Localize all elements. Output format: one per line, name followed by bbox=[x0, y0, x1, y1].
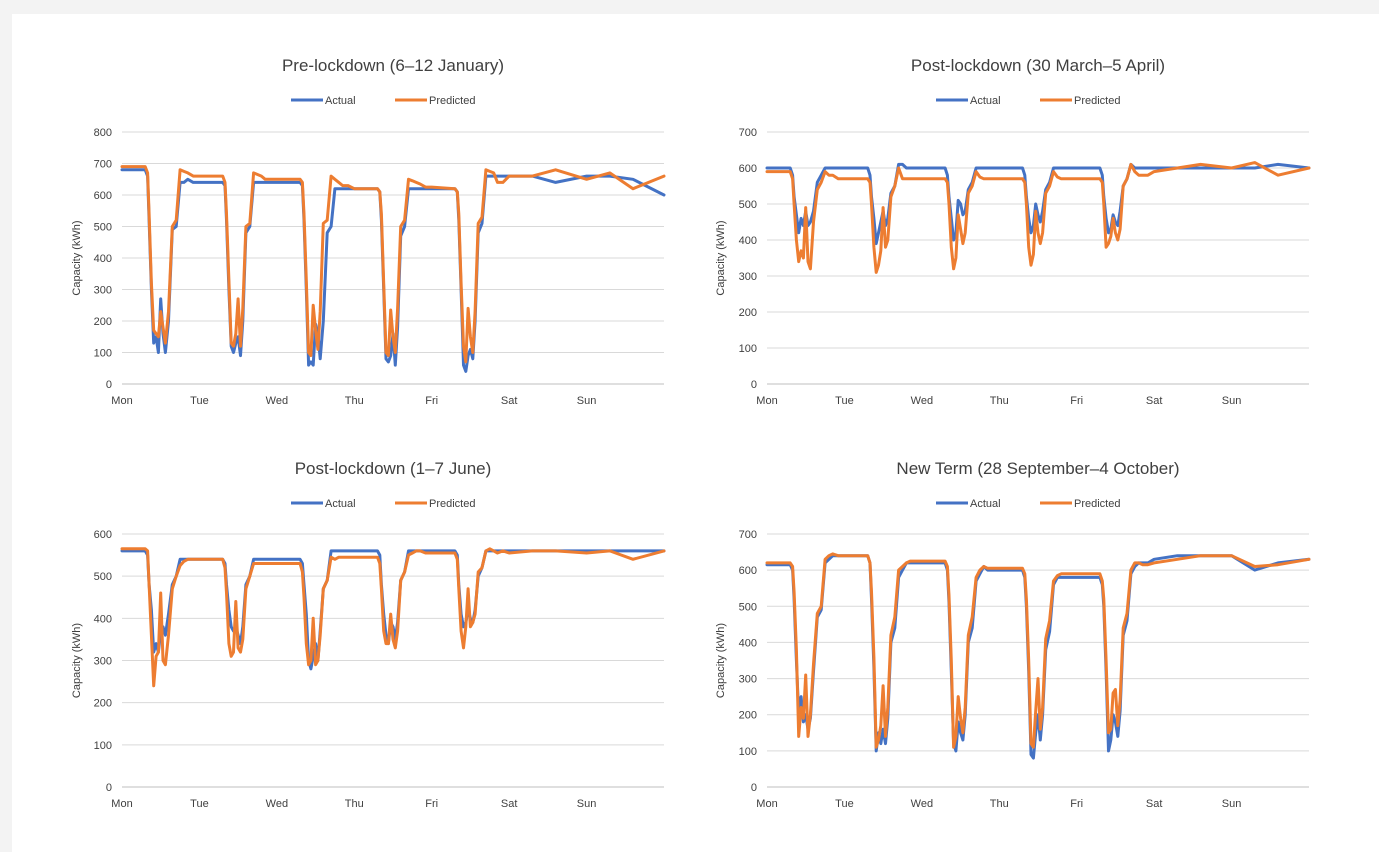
legend-label-predicted: Predicted bbox=[1074, 498, 1120, 510]
y-tick-label: 0 bbox=[106, 379, 112, 391]
series-line-actual bbox=[120, 168, 666, 373]
y-axis-label: Capacity (kWh) bbox=[71, 623, 83, 698]
x-tick-label-tue: Tue bbox=[835, 798, 854, 810]
x-tick-label-sun: Sun bbox=[1222, 798, 1242, 810]
chart-2: Post-lockdown (30 March–5 April) Actual Pr… bbox=[715, 56, 1311, 407]
legend-label-actual: Actual bbox=[970, 498, 1001, 510]
y-tick-label: 700 bbox=[94, 159, 112, 171]
figure-page: Pre-lockdown (6–12 January) Actual Predict… bbox=[12, 14, 1379, 852]
x-tick-label-wed: Wed bbox=[911, 395, 933, 407]
y-tick-label: 500 bbox=[94, 222, 112, 234]
chart-title: New Term (28 September–4 October) bbox=[896, 459, 1179, 478]
chart-3: Post-lockdown (1–7 June) Actual Predicted 0… bbox=[71, 459, 666, 810]
x-tick-label-tue: Tue bbox=[190, 798, 209, 810]
x-tick-label-tue: Tue bbox=[835, 395, 854, 407]
legend-label-actual: Actual bbox=[325, 498, 356, 510]
y-tick-label: 200 bbox=[94, 316, 112, 328]
y-tick-label: 400 bbox=[94, 613, 112, 625]
y-tick-label: 400 bbox=[739, 637, 757, 649]
y-axis-label: Capacity (kWh) bbox=[715, 220, 727, 295]
y-tick-label: 100 bbox=[739, 343, 757, 355]
series-line-predicted bbox=[120, 165, 666, 364]
y-tick-label: 500 bbox=[739, 199, 757, 211]
x-tick-label-mon: Mon bbox=[756, 395, 777, 407]
x-tick-label-thu: Thu bbox=[345, 798, 364, 810]
y-tick-label: 400 bbox=[94, 253, 112, 265]
y-tick-label: 100 bbox=[94, 740, 112, 752]
y-tick-label: 600 bbox=[739, 163, 757, 175]
series-line-predicted bbox=[120, 547, 666, 688]
series-line-actual bbox=[765, 554, 1311, 760]
legend: Actual Predicted bbox=[291, 95, 475, 107]
y-tick-label: 100 bbox=[739, 746, 757, 758]
x-tick-label-mon: Mon bbox=[111, 395, 132, 407]
x-tick-label-mon: Mon bbox=[111, 798, 132, 810]
y-tick-label: 200 bbox=[739, 710, 757, 722]
y-tick-label: 300 bbox=[739, 674, 757, 686]
x-tick-label-sun: Sun bbox=[577, 798, 597, 810]
chart-title: Post-lockdown (1–7 June) bbox=[295, 459, 492, 478]
y-tick-label: 0 bbox=[751, 782, 757, 794]
legend-label-predicted: Predicted bbox=[429, 498, 475, 510]
x-tick-label-sun: Sun bbox=[577, 395, 597, 407]
y-tick-label: 300 bbox=[94, 285, 112, 297]
y-tick-label: 100 bbox=[94, 348, 112, 360]
series-line-actual bbox=[120, 549, 666, 671]
x-tick-label-sat: Sat bbox=[1146, 798, 1163, 810]
x-tick-label-thu: Thu bbox=[990, 798, 1009, 810]
chart-title: Pre-lockdown (6–12 January) bbox=[282, 56, 504, 75]
x-tick-label-tue: Tue bbox=[190, 395, 209, 407]
y-tick-label: 300 bbox=[739, 271, 757, 283]
y-tick-label: 200 bbox=[94, 698, 112, 710]
x-tick-label-sat: Sat bbox=[1146, 395, 1163, 407]
legend-label-predicted: Predicted bbox=[429, 95, 475, 107]
y-tick-label: 500 bbox=[739, 601, 757, 613]
legend: Actual Predicted bbox=[936, 498, 1120, 510]
y-tick-label: 600 bbox=[739, 565, 757, 577]
x-tick-label-sun: Sun bbox=[1222, 395, 1242, 407]
x-tick-label-thu: Thu bbox=[345, 395, 364, 407]
x-tick-label-sat: Sat bbox=[501, 395, 518, 407]
legend-label-predicted: Predicted bbox=[1074, 95, 1120, 107]
y-axis-label: Capacity (kWh) bbox=[71, 220, 83, 295]
chart-title: Post-lockdown (30 March–5 April) bbox=[911, 56, 1165, 75]
y-tick-label: 400 bbox=[739, 235, 757, 247]
y-tick-label: 600 bbox=[94, 529, 112, 541]
legend: Actual Predicted bbox=[291, 498, 475, 510]
y-tick-label: 700 bbox=[739, 127, 757, 139]
x-tick-label-wed: Wed bbox=[266, 395, 288, 407]
legend: Actual Predicted bbox=[936, 95, 1120, 107]
y-tick-label: 0 bbox=[751, 379, 757, 391]
x-tick-label-sat: Sat bbox=[501, 798, 518, 810]
legend-label-actual: Actual bbox=[325, 95, 356, 107]
x-tick-label-fri: Fri bbox=[425, 798, 438, 810]
y-axis-label: Capacity (kWh) bbox=[715, 623, 727, 698]
x-tick-label-mon: Mon bbox=[756, 798, 777, 810]
y-tick-label: 700 bbox=[739, 529, 757, 541]
y-tick-label: 200 bbox=[739, 307, 757, 319]
x-tick-label-fri: Fri bbox=[1070, 395, 1083, 407]
series-line-predicted bbox=[765, 552, 1311, 749]
series-line-predicted bbox=[765, 161, 1311, 274]
chart-4: New Term (28 September–4 October) Actual P… bbox=[715, 459, 1311, 810]
y-tick-label: 800 bbox=[94, 127, 112, 139]
y-tick-label: 0 bbox=[106, 782, 112, 794]
legend-label-actual: Actual bbox=[970, 95, 1001, 107]
charts-canvas: Pre-lockdown (6–12 January) Actual Predict… bbox=[71, 56, 1311, 810]
chart-1: Pre-lockdown (6–12 January) Actual Predict… bbox=[71, 56, 666, 407]
x-tick-label-wed: Wed bbox=[266, 798, 288, 810]
y-tick-label: 600 bbox=[94, 190, 112, 202]
x-tick-label-thu: Thu bbox=[990, 395, 1009, 407]
x-tick-label-fri: Fri bbox=[425, 395, 438, 407]
x-tick-label-fri: Fri bbox=[1070, 798, 1083, 810]
y-tick-label: 300 bbox=[94, 656, 112, 668]
x-tick-label-wed: Wed bbox=[911, 798, 933, 810]
y-tick-label: 500 bbox=[94, 571, 112, 583]
